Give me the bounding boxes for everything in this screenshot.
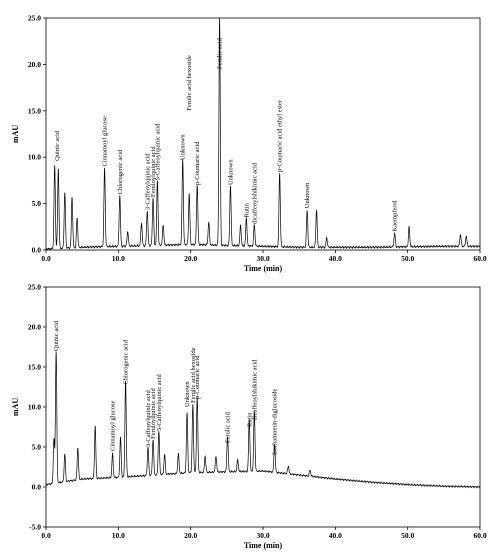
x-tick-label: 50.0 — [401, 531, 414, 540]
x-tick-label: 10.0 — [112, 531, 125, 540]
peak-label: Chlorogenic acid — [123, 339, 130, 384]
peak-label: Quinic acid — [54, 130, 61, 161]
plot-frame — [45, 17, 481, 251]
x-tick-label: 60.0 — [473, 531, 486, 540]
y-tick-label: 20.0 — [28, 60, 41, 69]
chromatogram-trace — [45, 17, 481, 251]
x-tick-label: 20.0 — [184, 531, 197, 540]
peak-label: Rutin — [246, 412, 253, 427]
x-tick-label: 20.0 — [184, 254, 197, 263]
peak-label: Unknown — [180, 134, 187, 160]
peak-label: Ferulic acid hexoside — [186, 55, 193, 111]
x-tick-label: 50.0 — [401, 254, 414, 263]
y-axis-label: mAU — [11, 125, 20, 143]
y-tick-label: 5.0 — [32, 443, 42, 452]
peak-label: dicaffeoylshikimic acid — [251, 359, 258, 421]
peak-label: Unknown — [184, 381, 191, 407]
x-tick-label: 10.0 — [112, 254, 125, 263]
peak-label: 3-Caffeoylquinic acid — [145, 390, 152, 447]
peak-label: Rutin — [243, 202, 250, 217]
y-tick-label: 5.0 — [32, 199, 42, 208]
chromatogram-bottom: -5.00.05.010.015.020.025.00.0 10.0 20.0 30.… — [11, 283, 487, 551]
peak-label: dicaffeoylshikimic acid — [251, 162, 258, 224]
y-axis-label: mAU — [11, 398, 20, 416]
peak-label: Unknown — [304, 182, 311, 208]
x-tick-label: 40.0 — [329, 254, 342, 263]
peak-label: Kaempferol — [392, 200, 399, 231]
y-tick-label: 25.0 — [28, 283, 41, 292]
peak-label: Cinnamoyl glucose — [102, 116, 109, 166]
peak-label: Unknown — [227, 159, 234, 185]
y-tick-label: 15.0 — [28, 106, 41, 115]
peak-label: p-Coumaric acid — [194, 141, 201, 185]
y-tick-label: 10.0 — [28, 403, 41, 412]
chromatogram-trace — [45, 351, 481, 489]
peak-label: 3-Caffeoylquinic acid — [144, 153, 151, 210]
peak-label: 5-Caffeoylquinic acid — [154, 123, 161, 180]
peak-label: Cinnamoyl glucose — [110, 401, 117, 451]
x-tick-label: 60.0 — [473, 254, 486, 263]
peak-label: Ferulic acid hexoside — [190, 347, 197, 403]
y-tick-label: 15.0 — [28, 363, 41, 372]
x-tick-label: 0.0 — [41, 531, 51, 540]
peak-label: p-Coumaric acid — [194, 355, 201, 399]
y-tick-label: 20.0 — [28, 323, 41, 332]
peak-label: 5-Caffeoylquinic acid — [156, 374, 163, 431]
y-tick-label: 0.0 — [32, 483, 42, 492]
peak-label: Isorhamnetin-diglucoside — [272, 388, 279, 455]
y-tick-label: 10.0 — [28, 153, 41, 162]
x-tick-label: 30.0 — [256, 531, 269, 540]
x-axis-label: Time (min) — [244, 264, 283, 273]
x-tick-label: 40.0 — [329, 531, 342, 540]
x-axis-label: Time (min) — [244, 541, 283, 550]
y-tick-label: -5.0 — [29, 523, 41, 532]
peak-label: Ferulic acid — [217, 37, 224, 69]
peak-label: Chlorogenic acid — [117, 149, 124, 194]
peak-label: Ferulic acid — [225, 411, 232, 443]
peak-label: Quinic acid — [53, 320, 60, 351]
peak-label: Feruloylquinic acid — [150, 388, 157, 439]
y-tick-label: 0.0 — [32, 246, 42, 255]
peak-label: Feruloylquinic acid — [150, 146, 157, 197]
chromatogram-top: 0.0 5.0 10.0 15.0 20.0 25.0 0.0 10.0 20.0 30.0 40.… — [11, 14, 487, 274]
x-tick-label: 30.0 — [256, 254, 269, 263]
peak-label: p-Coumaric acid ethyl ester — [277, 99, 284, 172]
x-tick-label: 0.0 — [41, 254, 51, 263]
y-tick-label: 25.0 — [28, 14, 41, 23]
